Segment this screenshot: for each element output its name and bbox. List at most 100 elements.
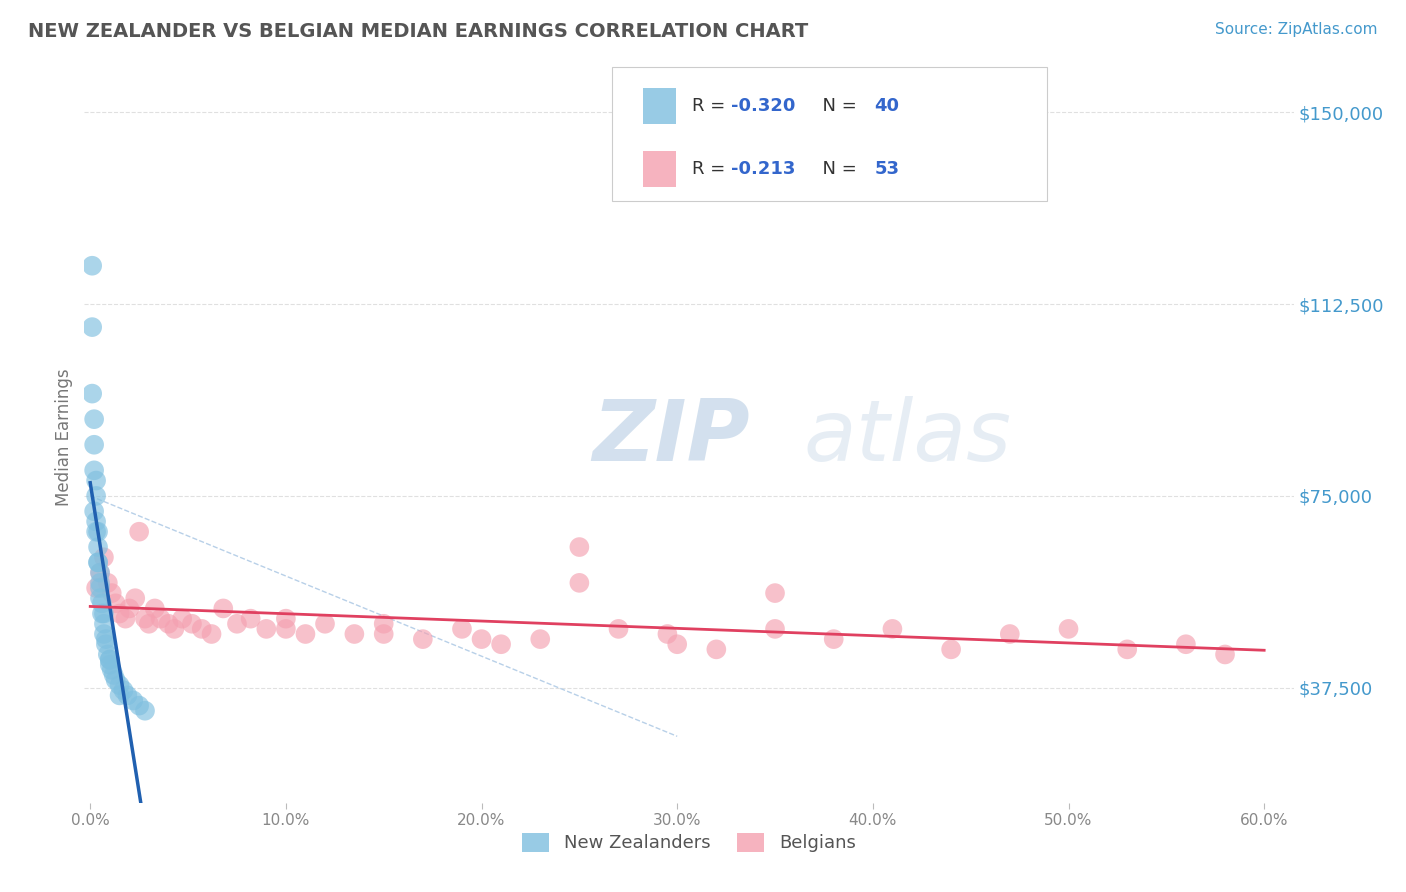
Point	[93, 627, 115, 641]
Point	[97, 575, 120, 590]
Point	[157, 616, 180, 631]
Point	[657, 627, 679, 641]
Point	[108, 689, 131, 703]
Point	[763, 586, 786, 600]
Text: NEW ZEALANDER VS BELGIAN MEDIAN EARNINGS CORRELATION CHART: NEW ZEALANDER VS BELGIAN MEDIAN EARNINGS…	[28, 22, 808, 41]
Point	[823, 632, 845, 647]
Point	[93, 616, 115, 631]
Point	[91, 596, 114, 610]
Point	[939, 642, 962, 657]
Point	[98, 652, 121, 666]
Text: R =: R =	[692, 97, 731, 115]
Point	[94, 637, 117, 651]
Point	[118, 601, 141, 615]
Point	[134, 704, 156, 718]
Point	[91, 607, 114, 621]
Point	[93, 550, 115, 565]
Point	[412, 632, 434, 647]
Point	[87, 524, 110, 539]
Point	[470, 632, 492, 647]
Point	[181, 616, 204, 631]
Point	[1057, 622, 1080, 636]
Point	[568, 540, 591, 554]
Point	[117, 689, 139, 703]
Point	[89, 575, 111, 590]
Text: Source: ZipAtlas.com: Source: ZipAtlas.com	[1215, 22, 1378, 37]
Point	[108, 607, 131, 621]
Text: 53: 53	[875, 160, 900, 178]
Point	[1116, 642, 1139, 657]
Text: N =: N =	[811, 160, 863, 178]
Point	[104, 673, 127, 687]
Point	[882, 622, 904, 636]
Point	[172, 612, 194, 626]
Point	[108, 678, 131, 692]
Text: -0.213: -0.213	[731, 160, 796, 178]
Point	[89, 591, 111, 606]
Point	[89, 566, 111, 580]
Point	[124, 591, 146, 606]
Point	[84, 581, 107, 595]
Text: atlas: atlas	[804, 395, 1012, 479]
Point	[89, 581, 111, 595]
Point	[84, 489, 107, 503]
Point	[212, 601, 235, 615]
Point	[84, 474, 107, 488]
Point	[274, 622, 297, 636]
Point	[149, 612, 172, 626]
Text: N =: N =	[811, 97, 863, 115]
Y-axis label: Median Earnings: Median Earnings	[55, 368, 73, 506]
Text: ZIP: ZIP	[592, 395, 749, 479]
Point	[83, 412, 105, 426]
Point	[1213, 648, 1236, 662]
Point	[128, 698, 150, 713]
Point	[274, 612, 297, 626]
Point	[82, 259, 104, 273]
Point	[87, 555, 110, 569]
Point	[666, 637, 689, 651]
Point	[112, 683, 135, 698]
Point	[82, 386, 104, 401]
Point	[138, 616, 160, 631]
Point	[83, 438, 105, 452]
Point	[373, 627, 395, 641]
Text: R =: R =	[692, 160, 731, 178]
Point	[451, 622, 474, 636]
Point	[489, 637, 512, 651]
Text: -0.320: -0.320	[731, 97, 796, 115]
Legend: New Zealanders, Belgians: New Zealanders, Belgians	[515, 826, 863, 860]
Point	[1174, 637, 1197, 651]
Point	[998, 627, 1021, 641]
Point	[239, 612, 262, 626]
Point	[529, 632, 551, 647]
Point	[83, 463, 105, 477]
Point	[103, 668, 125, 682]
Point	[87, 555, 110, 569]
Point	[190, 622, 212, 636]
Point	[294, 627, 316, 641]
Point	[84, 524, 107, 539]
Text: 40: 40	[875, 97, 900, 115]
Point	[89, 566, 111, 580]
Point	[104, 596, 127, 610]
Point	[100, 586, 122, 600]
Point	[122, 693, 145, 707]
Point	[314, 616, 336, 631]
Point	[128, 524, 150, 539]
Point	[226, 616, 249, 631]
Point	[93, 607, 115, 621]
Point	[100, 663, 122, 677]
Point	[200, 627, 222, 641]
Point	[98, 652, 121, 666]
Point	[98, 657, 121, 672]
Point	[94, 632, 117, 647]
Point	[143, 601, 166, 615]
Point	[607, 622, 630, 636]
Point	[83, 504, 105, 518]
Point	[373, 616, 395, 631]
Point	[763, 622, 786, 636]
Point	[87, 540, 110, 554]
Point	[568, 575, 591, 590]
Point	[82, 320, 104, 334]
Point	[84, 515, 107, 529]
